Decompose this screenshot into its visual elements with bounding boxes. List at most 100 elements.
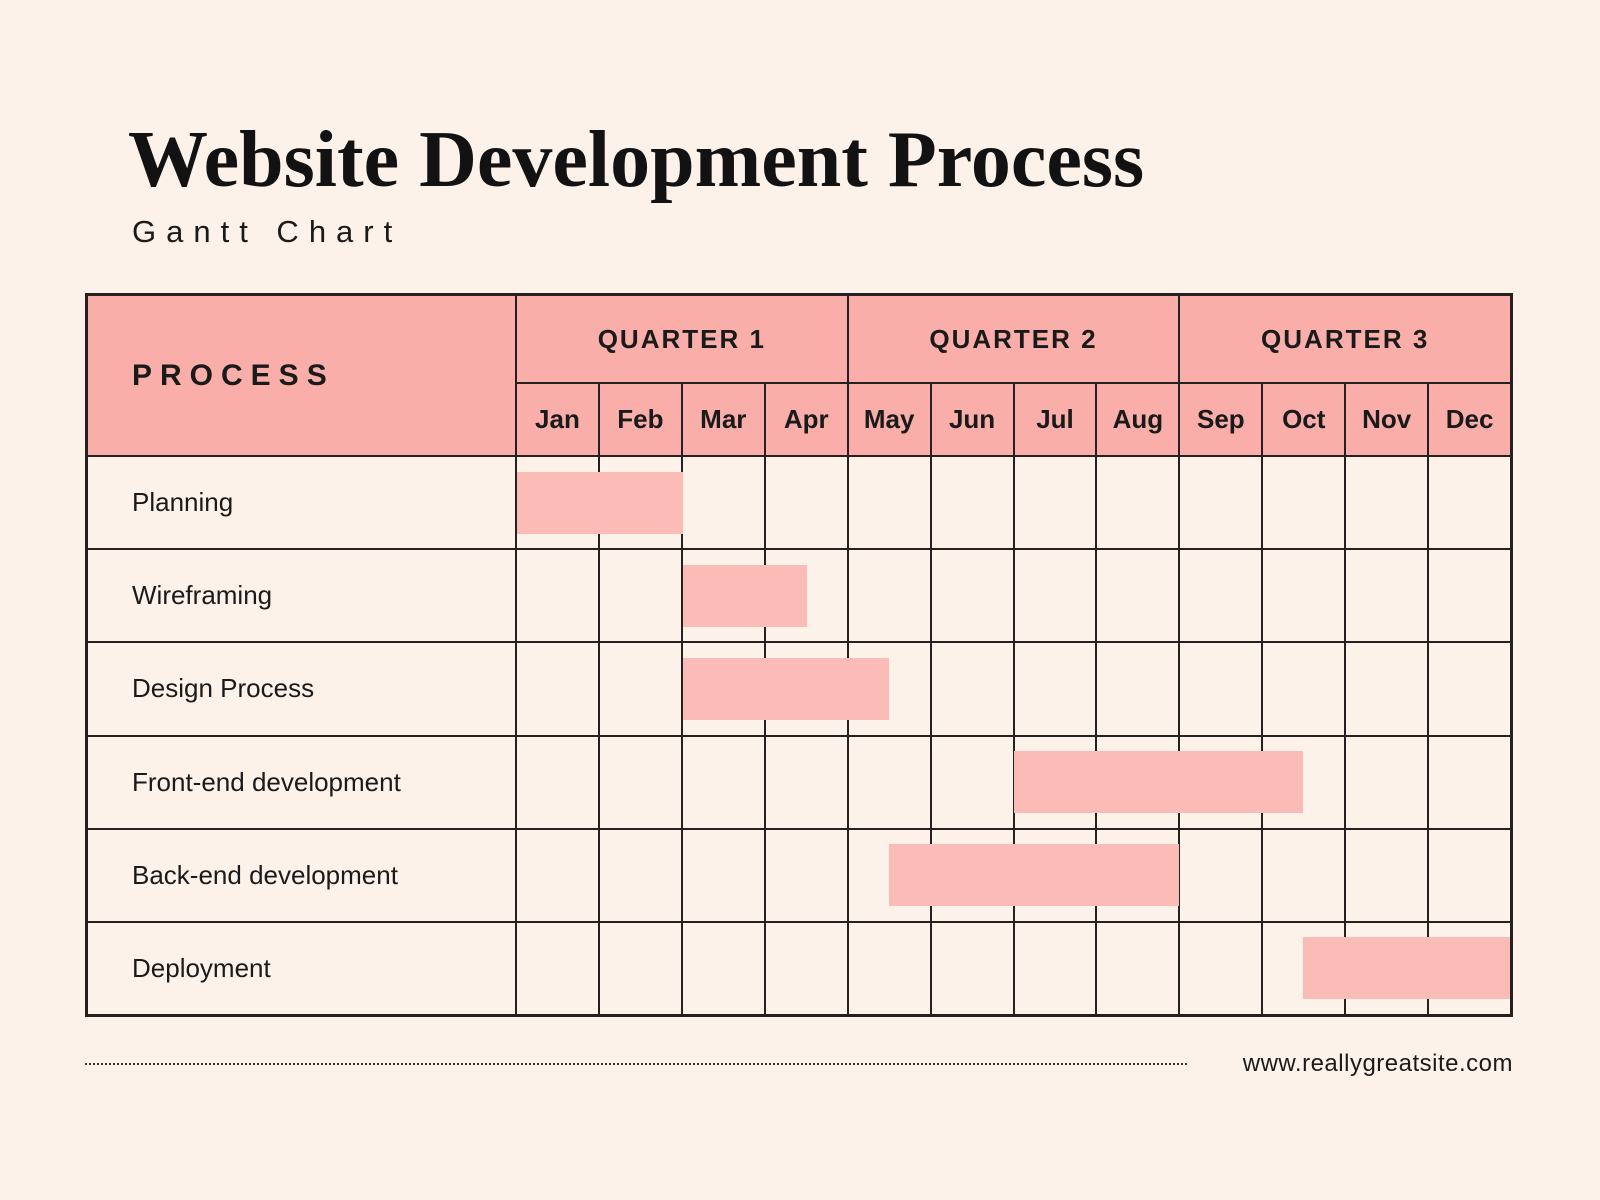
table-row: Back-end development — [88, 827, 1510, 921]
grid-cell — [1261, 922, 1344, 1015]
task-bar — [1013, 751, 1304, 814]
grid-cell — [680, 922, 764, 1015]
month-header-sep: Sep — [1178, 384, 1261, 455]
grid-cell — [846, 922, 930, 1015]
grid-cell — [1344, 457, 1427, 549]
task-bar — [1303, 937, 1510, 1000]
month-header-jun: Jun — [929, 384, 1013, 455]
task-label: Planning — [132, 487, 234, 518]
month-header-jan: Jan — [535, 404, 580, 434]
grid-cell — [517, 830, 598, 921]
task-bar — [517, 471, 683, 534]
grid-cell — [1095, 457, 1178, 549]
task-timeline — [515, 457, 1510, 549]
grid-cell — [680, 829, 764, 921]
timeline-header: QUARTER 1 QUARTER 2 QUARTER 3 Jan Feb Mar Apr… — [515, 296, 1510, 455]
grid-cell — [846, 829, 930, 921]
page-subtitle: Gantt Chart — [132, 214, 403, 249]
task-label: Front-end development — [132, 766, 401, 797]
grid-cell — [763, 457, 847, 549]
quarter-row: QUARTER 1 QUARTER 2 QUARTER 3 — [517, 296, 1510, 382]
process-column-header: PROCESS — [132, 358, 335, 392]
task-bar — [889, 844, 1179, 907]
grid-cell — [680, 736, 764, 828]
grid-cell — [1178, 457, 1261, 549]
grid-cell — [1012, 457, 1096, 549]
task-timeline — [515, 736, 1510, 828]
task-timeline — [515, 829, 1510, 921]
grid-cell — [1095, 922, 1178, 1015]
grid-cell — [597, 829, 681, 921]
grid-cell — [846, 736, 930, 828]
grid-cell — [846, 550, 930, 642]
task-timeline — [515, 550, 1510, 642]
grid-cell — [1427, 550, 1510, 642]
grid-cell — [1095, 550, 1178, 642]
month-header-dec: Dec — [1427, 384, 1510, 455]
grid-cell — [1178, 829, 1261, 921]
month-header-mar: Mar — [680, 384, 764, 455]
grid-cell — [1178, 550, 1261, 642]
grid-cell — [929, 457, 1013, 549]
grid-cell — [597, 736, 681, 828]
grid-cell — [763, 736, 847, 828]
grid-cell — [929, 736, 1013, 828]
grid-cell — [1344, 643, 1427, 735]
grid-cell — [1095, 643, 1178, 735]
month-header-oct: Oct — [1261, 384, 1344, 455]
gantt-table: PROCESS QUARTER 1 QUARTER 2 QUARTER 3 Jan F… — [85, 293, 1513, 1017]
grid-cell — [929, 550, 1013, 642]
grid-cell — [1178, 643, 1261, 735]
grid-cell — [517, 550, 598, 641]
task-label: Deployment — [132, 952, 271, 983]
table-row: Front-end development — [88, 734, 1510, 828]
grid-cell — [1012, 922, 1096, 1015]
table-row: Wireframing — [88, 548, 1510, 642]
month-header-aug: Aug — [1095, 384, 1178, 455]
grid-cell — [1427, 643, 1510, 735]
grid-cell — [1427, 829, 1510, 921]
page-title: Website Development Process — [128, 116, 1145, 204]
grid-cell — [517, 643, 598, 734]
quarter-header-3: QUARTER 3 — [1178, 296, 1510, 382]
task-timeline — [515, 922, 1510, 1015]
quarter-header-1: QUARTER 1 — [597, 323, 766, 354]
footer-website: www.reallygreatsite.com — [1242, 1050, 1513, 1077]
month-header-nov: Nov — [1344, 384, 1427, 455]
grid-cell — [1427, 457, 1510, 549]
grid-cell — [680, 550, 764, 642]
grid-cell — [597, 643, 681, 735]
grid-cell — [1261, 643, 1344, 735]
task-label: Back-end development — [132, 859, 398, 890]
task-bar — [682, 657, 890, 720]
grid-cell — [1344, 550, 1427, 642]
quarter-header-2: QUARTER 2 — [846, 296, 1179, 382]
grid-cell — [1261, 457, 1344, 549]
grid-cell — [517, 923, 598, 1014]
grid-cell — [929, 643, 1013, 735]
footer-divider — [85, 1063, 1187, 1065]
month-header-feb: Feb — [597, 384, 681, 455]
month-header-jul: Jul — [1012, 384, 1096, 455]
table-row: Deployment — [88, 920, 1510, 1015]
task-timeline — [515, 643, 1510, 735]
month-row: Jan Feb Mar Apr May Jun Jul Aug Sep Oct Nov Dec — [517, 382, 1510, 455]
grid-cell — [846, 457, 930, 549]
table-row: Design Process — [88, 641, 1510, 735]
grid-cell — [517, 737, 598, 828]
grid-cell — [763, 922, 847, 1015]
month-header-may: May — [846, 384, 930, 455]
grid-cell — [1261, 829, 1344, 921]
task-label: Design Process — [132, 673, 315, 704]
gantt-table-header: PROCESS QUARTER 1 QUARTER 2 QUARTER 3 Jan F… — [88, 296, 1510, 455]
grid-cell — [1344, 829, 1427, 921]
grid-cell — [763, 829, 847, 921]
grid-cell — [680, 457, 764, 549]
grid-cell — [1012, 643, 1096, 735]
grid-cell — [680, 643, 764, 735]
grid-cell — [597, 922, 681, 1015]
grid-cell — [1427, 736, 1510, 828]
task-bar — [682, 564, 807, 627]
task-label: Wireframing — [132, 580, 273, 611]
